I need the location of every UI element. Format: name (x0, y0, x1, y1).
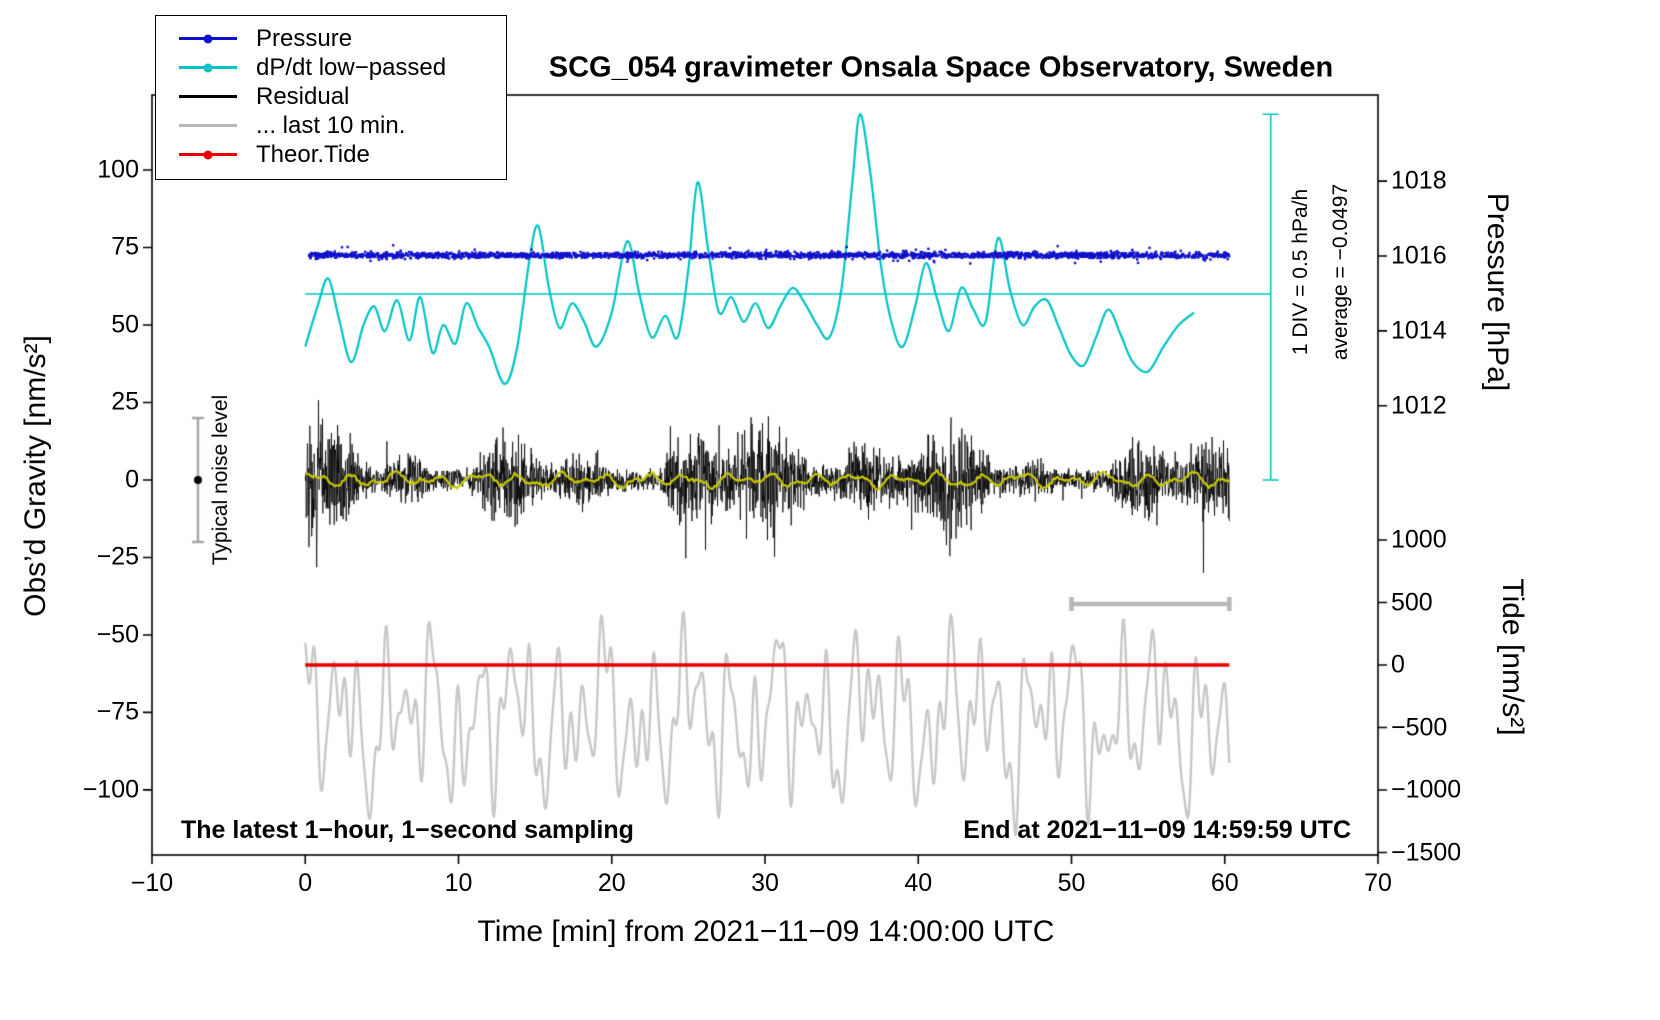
x-tick-label: 60 (1210, 869, 1239, 897)
tide-tick-label: −1000 (1391, 775, 1462, 804)
x-tick-label: −10 (130, 869, 174, 897)
gravity-tick-label: −50 (96, 620, 139, 649)
time-axis-title: Time [min] from 2021−11−09 14:00:00 UTC (477, 915, 1055, 948)
x-tick-label: 10 (444, 869, 473, 897)
gravity-tick-label: 25 (111, 387, 139, 416)
legend: Pressure dP/dt low−passed Residual ... l… (155, 15, 507, 180)
sampling-note: The latest 1−hour, 1−second sampling (181, 816, 634, 844)
pressure-tick-label: 1018 (1391, 166, 1447, 195)
legend-item-last10: ... last 10 min. (166, 111, 506, 140)
tide-tick-label: −1500 (1391, 838, 1462, 866)
pressure-axis-title: Pressure [hPa] (1481, 192, 1514, 392)
legend-label: Pressure (256, 24, 353, 52)
tide-tick-label: 500 (1391, 588, 1433, 616)
tide-tick-label: 0 (1391, 650, 1405, 679)
average-label: average = −0.0497 (1329, 183, 1352, 361)
gravity-tick-label: −25 (96, 542, 139, 571)
x-tick-label: 0 (298, 869, 313, 897)
legend-item-theor-tide: Theor.Tide (166, 140, 506, 169)
legend-label: dP/dt low−passed (256, 53, 447, 81)
x-tick-label: 30 (751, 869, 779, 897)
residual-line-icon (166, 95, 250, 98)
gravity-tick-label: 100 (97, 155, 139, 184)
div-scale-label: 1 DIV = 0.5 hPa/h (1289, 188, 1312, 356)
legend-item-pressure: Pressure (166, 24, 506, 53)
gravity-tick-label: 75 (111, 232, 139, 261)
dpdt-line-dot-icon (166, 63, 250, 72)
x-tick-label: 20 (597, 869, 626, 897)
gravity-tick-label: −100 (82, 775, 139, 804)
pressure-line-dot-icon (166, 34, 250, 43)
legend-label: Residual (256, 82, 350, 110)
tide-axis-title: Tide [nm/s²] (1496, 578, 1529, 736)
chart-title: SCG_054 gravimeter Onsala Space Observat… (548, 51, 1334, 84)
end-time-note: End at 2021−11−09 14:59:59 UTC (963, 816, 1351, 844)
legend-item-dpdt: dP/dt low−passed (166, 53, 506, 82)
legend-label: Theor.Tide (256, 140, 370, 168)
gravity-tick-label: 0 (125, 465, 139, 494)
pressure-tick-label: 1016 (1391, 241, 1447, 270)
last10-line-icon (166, 124, 250, 127)
theor-tide-line-dot-icon (166, 150, 250, 159)
legend-label: ... last 10 min. (256, 111, 406, 139)
x-tick-label: 40 (904, 869, 933, 897)
gravity-tick-label: −75 (96, 697, 139, 726)
tide-tick-label: −500 (1391, 713, 1448, 741)
noise-level-label: Typical noise level (209, 394, 232, 566)
pressure-tick-label: 1014 (1391, 316, 1447, 345)
tide-tick-label: 1000 (1391, 525, 1447, 554)
gravity-axis-title: Obs’d Gravity [nm/s²] (19, 335, 52, 617)
pressure-tick-label: 1012 (1391, 391, 1447, 420)
gravity-tick-label: 50 (111, 310, 139, 339)
legend-item-residual: Residual (166, 82, 506, 111)
x-tick-label: 50 (1057, 869, 1086, 897)
x-tick-label: 70 (1364, 869, 1392, 897)
